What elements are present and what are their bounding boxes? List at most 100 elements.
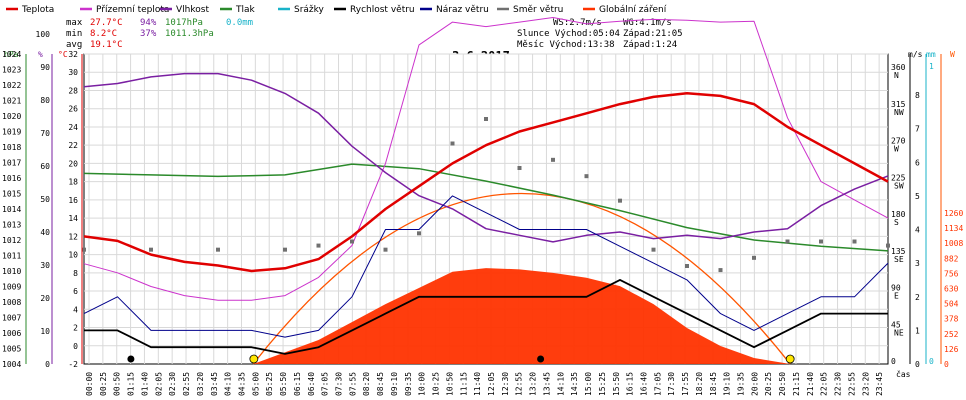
wind-dir-point (283, 247, 287, 252)
x-tick: 13:20 (529, 372, 538, 396)
axis-pct-tick: 70 (40, 129, 50, 138)
axis-ms-tick: 5 (915, 192, 920, 201)
axis-dir-label: E (894, 292, 899, 301)
axis-dir-label: N (894, 71, 899, 80)
x-tick: 15:50 (612, 372, 621, 396)
axis-degc-tick: 28 (68, 86, 78, 95)
axis-ms-tick: 1 (915, 326, 920, 335)
legend-label-teplota: Teplota (21, 5, 54, 15)
x-tick: 01:40 (140, 372, 149, 396)
axis-degc-tick: 22 (68, 141, 78, 150)
axis-w-tick: 1134 (944, 224, 963, 233)
x-tick: 14:35 (570, 372, 579, 396)
axis-w-unit: W (950, 50, 955, 59)
moonset-marker (127, 355, 135, 363)
legend-label-sr-ky: Srážky (294, 5, 325, 15)
axis-hpa-tick: 1010 (2, 267, 21, 276)
info-wg: WG:4.1m/s (623, 18, 672, 28)
axis-dir-tick: 225 (891, 173, 906, 182)
axis-pct-tick: 10 (40, 327, 50, 336)
axis-w-tick: 882 (944, 254, 959, 263)
legend-label-vlhkost: Vlhkost (176, 5, 209, 15)
wind-dir-point (852, 239, 857, 244)
axis-degc-tick: 20 (68, 159, 78, 168)
x-tick: 11:15 (459, 372, 468, 396)
axis-mm-tick: 0 (929, 357, 934, 366)
x-tick: 07:05 (321, 372, 330, 396)
axis-hpa-tick: 1015 (2, 190, 21, 199)
x-tick: 08:45 (376, 372, 385, 396)
moonrise-marker (537, 355, 545, 363)
axis-ms-tick: 0 (915, 360, 920, 369)
axis-dir-tick: 135 (891, 247, 906, 256)
axis-hpa-tick: 1008 (2, 298, 21, 307)
axis-pct-tick: 0 (45, 360, 50, 369)
series-temperature (83, 91, 889, 273)
x-tick: 22:55 (847, 372, 856, 396)
wind-dir-point (651, 247, 656, 252)
x-tick: 14:10 (556, 372, 565, 396)
axis-w-tick: 1260 (944, 209, 963, 218)
x-tick: 18:20 (695, 372, 704, 396)
x-tick: 05:50 (279, 372, 288, 396)
stats-max-label: max (66, 18, 83, 28)
axis-degc-tick: 16 (68, 196, 78, 205)
axis-hpa-tick: 1018 (2, 143, 21, 152)
axis-degc-tick: 4 (73, 305, 78, 314)
series-pressure (83, 163, 889, 252)
sunrise-marker (249, 354, 259, 364)
legend-label-p-zemn-teplota: Přízemní teplota (96, 5, 169, 15)
wind-dir-point (82, 247, 86, 252)
wind-dir-point (685, 264, 689, 268)
axis-ms-tick: 6 (915, 158, 920, 167)
x-tick: 05:25 (265, 372, 274, 396)
axis-hpa-tick: 1005 (2, 345, 21, 354)
info-block: WS:2.7m/s WG:4.1m/s Slunce Východ:05:04 … (517, 18, 683, 50)
axis-pct-tick: 100 (36, 30, 51, 39)
info-moon: Měsíc Východ:13:38 (517, 40, 615, 50)
legend: Teplota Přízemní teplota Vlhkost Tlak Srážky… (6, 5, 667, 15)
axis-degc-tick: 30 (68, 68, 78, 77)
legend-label-glob-ln-z-en-: Globální záření (599, 5, 667, 15)
x-tick: 22:05 (820, 372, 829, 396)
axis-mm-unit: mm (926, 50, 936, 59)
legend-label-n-raz-v-tru: Náraz větru (436, 5, 489, 15)
axis-pct-tick: 20 (40, 294, 50, 303)
stats-block: max 27.7°C 94% 1017hPa 0.0mm min 8.2°C 3… (66, 18, 253, 50)
x-tick: 10:00 (418, 372, 427, 396)
x-tick: 04:35 (237, 372, 246, 396)
axis-dir-tick: 270 (891, 137, 906, 146)
axis-pct-tick: 30 (40, 261, 50, 270)
axis-ms-tick: 8 (915, 91, 920, 100)
axis-hpa-tick: 1006 (2, 329, 21, 338)
x-tick: 10:50 (445, 372, 454, 396)
wind-dir-point (618, 198, 622, 203)
x-tick: 16:15 (626, 372, 635, 396)
axis-hpa-tick: 1004 (2, 360, 21, 369)
x-tick: 05:00 (251, 372, 260, 396)
axis-ms-tick: 4 (915, 226, 920, 235)
stats-max-hum: 94% (140, 18, 157, 28)
x-tick: 19:35 (737, 372, 746, 396)
wind-dir-point (417, 231, 421, 236)
wind-dir-point (886, 243, 890, 248)
axis-hpa-tick: 1014 (2, 205, 21, 214)
x-tick: 03:20 (196, 372, 205, 396)
axis-w-tick: 0 (944, 360, 949, 369)
axis-hpa-tick: 1012 (2, 236, 21, 245)
axis-pct-unit: % (38, 50, 43, 59)
x-tick: 16:40 (639, 372, 648, 396)
x-tick: 00:50 (113, 372, 122, 396)
axis-hpa-tick: 1011 (2, 252, 21, 261)
axis-dir-label: W (894, 145, 899, 154)
axis-mm-tick: 1 (929, 62, 934, 71)
stats-max-temp: 27.7°C (90, 18, 123, 28)
legend-label-tlak: Tlak (235, 5, 256, 15)
axis-dir-tick: 90 (891, 284, 901, 293)
axis-w-tick: 126 (944, 345, 959, 354)
axis-degc-tick: 8 (73, 269, 78, 278)
axis-hpa-tick: 1023 (2, 66, 21, 75)
x-tick: 09:35 (404, 372, 413, 396)
x-tick: 15:00 (584, 372, 593, 396)
